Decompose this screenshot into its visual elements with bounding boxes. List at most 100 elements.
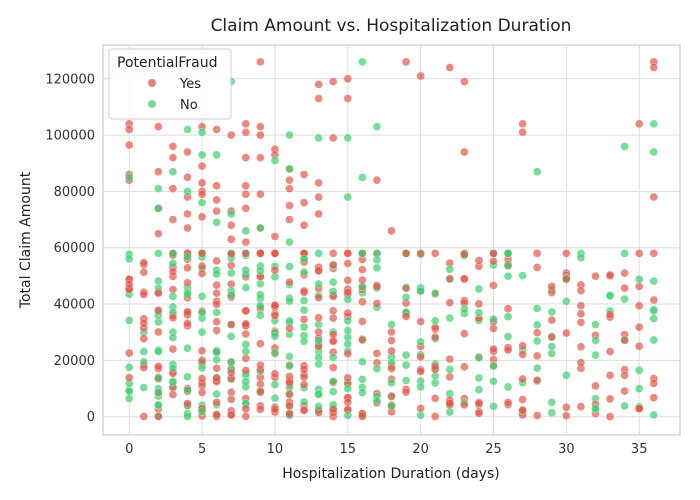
point-no — [489, 361, 498, 371]
point-yes — [562, 328, 571, 338]
point-no — [197, 128, 207, 137]
point-yes — [212, 363, 221, 373]
point-no — [503, 382, 513, 392]
point-no — [197, 150, 207, 160]
point-no — [314, 335, 323, 345]
point-no — [124, 387, 134, 396]
point-yes — [372, 349, 382, 358]
point-no — [503, 272, 513, 281]
point-no — [226, 357, 236, 367]
point-yes — [416, 317, 425, 326]
point-no — [445, 407, 455, 417]
point-yes — [299, 315, 309, 324]
point-no — [285, 352, 294, 361]
point-no — [139, 383, 149, 392]
point-no — [226, 290, 236, 300]
point-yes — [212, 181, 221, 191]
point-yes — [299, 286, 309, 296]
point-yes — [328, 363, 338, 372]
point-yes — [168, 313, 178, 323]
point-yes — [605, 271, 615, 280]
point-no — [532, 167, 542, 176]
point-no — [474, 385, 484, 394]
point-yes — [154, 167, 163, 176]
point-no — [372, 122, 382, 131]
point-yes — [634, 301, 644, 311]
point-no — [547, 408, 557, 418]
point-no — [241, 283, 251, 292]
point-yes — [445, 372, 455, 382]
point-yes — [256, 153, 265, 162]
point-yes — [576, 309, 586, 319]
point-yes — [489, 344, 498, 354]
point-no — [154, 374, 163, 383]
point-yes — [358, 297, 367, 307]
point-yes — [547, 282, 557, 291]
point-no — [241, 265, 251, 275]
point-yes — [314, 178, 323, 188]
point-no — [285, 237, 294, 247]
y-axis-title: Total Claim Amount — [18, 171, 34, 309]
point-no — [226, 268, 236, 278]
point-yes — [460, 250, 469, 259]
point-yes — [285, 401, 294, 411]
point-yes — [168, 267, 178, 277]
point-yes — [562, 274, 571, 284]
point-no — [591, 350, 600, 360]
point-yes — [241, 119, 251, 129]
point-yes — [328, 133, 338, 143]
y-tick-label: 40000 — [54, 298, 95, 313]
point-no — [649, 410, 659, 420]
point-yes — [649, 295, 659, 305]
point-no — [518, 271, 527, 280]
point-no — [343, 339, 353, 349]
point-yes — [343, 94, 353, 103]
point-yes — [416, 367, 425, 376]
point-yes — [387, 336, 396, 345]
point-no — [562, 370, 571, 380]
point-no — [256, 302, 265, 311]
point-yes — [401, 312, 411, 321]
point-yes — [285, 389, 294, 399]
point-yes — [649, 63, 659, 72]
point-no — [562, 297, 571, 306]
point-yes — [343, 373, 353, 382]
point-yes — [241, 366, 251, 375]
point-yes — [270, 311, 280, 320]
point-yes — [212, 410, 221, 419]
point-no — [460, 304, 469, 314]
point-yes — [124, 279, 134, 289]
point-yes — [634, 282, 644, 291]
point-yes — [299, 372, 309, 382]
point-yes — [270, 404, 280, 414]
point-no — [328, 377, 338, 386]
point-yes — [532, 375, 542, 385]
point-yes — [299, 170, 309, 179]
point-no — [226, 209, 236, 219]
point-no — [343, 295, 353, 304]
point-yes — [285, 184, 294, 193]
point-no — [634, 384, 644, 393]
point-no — [401, 376, 411, 385]
point-yes — [299, 405, 309, 415]
point-yes — [197, 388, 207, 397]
point-no — [401, 293, 411, 302]
point-no — [474, 284, 484, 294]
point-yes — [168, 142, 178, 151]
point-yes — [460, 77, 469, 86]
point-no — [212, 347, 221, 357]
point-yes — [634, 322, 644, 332]
point-yes — [285, 215, 294, 224]
point-no — [401, 350, 411, 360]
point-yes — [256, 189, 265, 199]
point-no — [343, 133, 353, 143]
point-no — [372, 364, 382, 373]
point-yes — [124, 140, 134, 150]
point-no — [168, 292, 178, 301]
point-no — [649, 335, 659, 345]
point-yes — [401, 284, 411, 293]
point-yes — [168, 153, 178, 162]
point-no — [576, 253, 586, 263]
point-yes — [299, 365, 309, 374]
point-no — [314, 359, 323, 369]
